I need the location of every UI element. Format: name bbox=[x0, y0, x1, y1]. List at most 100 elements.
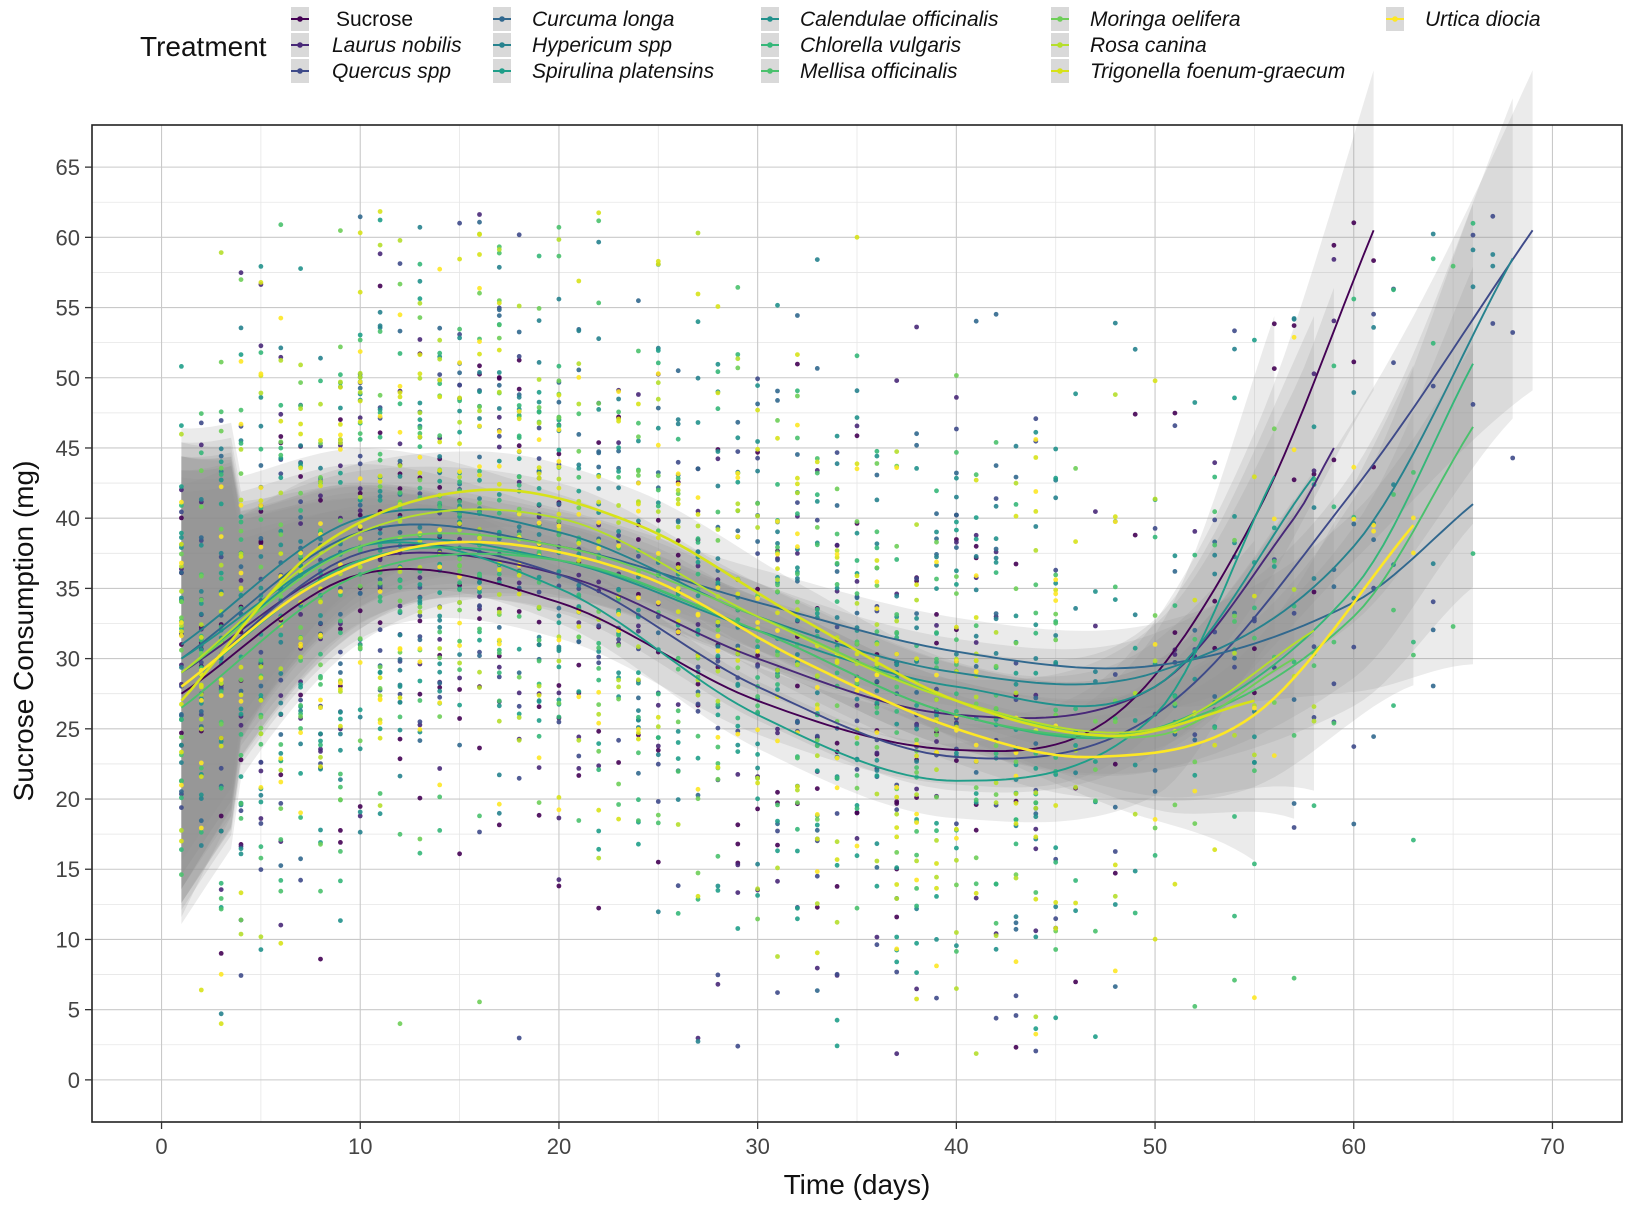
data-point bbox=[516, 670, 522, 676]
data-point bbox=[854, 718, 860, 724]
data-point bbox=[993, 463, 999, 468]
data-point bbox=[1053, 446, 1059, 452]
data-point bbox=[477, 813, 482, 819]
data-point bbox=[437, 688, 443, 694]
data-point bbox=[1093, 509, 1098, 514]
data-point bbox=[1013, 681, 1019, 687]
data-point bbox=[357, 289, 363, 295]
data-point bbox=[675, 565, 681, 570]
data-point bbox=[516, 711, 522, 717]
data-point bbox=[318, 497, 323, 503]
data-point bbox=[675, 629, 681, 635]
data-point bbox=[318, 465, 323, 471]
data-point bbox=[556, 523, 562, 529]
data-point bbox=[1232, 814, 1237, 819]
data-point bbox=[258, 792, 264, 798]
data-point bbox=[655, 503, 661, 509]
data-point bbox=[357, 829, 363, 835]
data-point bbox=[1093, 669, 1098, 675]
data-point bbox=[715, 361, 721, 367]
data-point bbox=[1411, 550, 1416, 556]
data-point bbox=[258, 544, 264, 550]
data-point bbox=[1331, 720, 1337, 726]
data-point bbox=[298, 362, 303, 368]
data-point bbox=[258, 423, 264, 429]
data-point bbox=[1152, 936, 1158, 942]
data-point bbox=[198, 597, 204, 603]
data-point bbox=[1212, 460, 1218, 466]
data-point bbox=[218, 501, 224, 507]
data-point bbox=[814, 753, 820, 759]
data-point bbox=[258, 714, 264, 720]
data-point bbox=[198, 825, 204, 831]
data-point bbox=[1013, 759, 1019, 765]
confidence-ribbon bbox=[181, 344, 1473, 875]
data-point bbox=[1331, 584, 1337, 590]
data-point bbox=[556, 613, 562, 619]
data-point bbox=[715, 369, 721, 375]
data-point bbox=[894, 850, 900, 855]
data-point bbox=[1351, 220, 1357, 226]
data-point bbox=[834, 1043, 840, 1049]
data-point bbox=[934, 820, 939, 826]
data-point bbox=[775, 519, 780, 524]
data-point bbox=[318, 742, 323, 748]
data-point bbox=[437, 828, 443, 833]
data-point bbox=[496, 429, 502, 435]
data-point bbox=[1212, 694, 1218, 699]
data-point bbox=[993, 546, 999, 552]
data-point bbox=[516, 416, 522, 422]
smooth-line bbox=[180, 524, 1415, 759]
data-point bbox=[397, 281, 403, 287]
data-point bbox=[218, 765, 224, 771]
data-point bbox=[954, 475, 959, 481]
data-point bbox=[814, 733, 820, 739]
data-point bbox=[338, 432, 343, 438]
data-point bbox=[596, 499, 602, 505]
data-point bbox=[775, 738, 780, 744]
data-point bbox=[795, 719, 800, 725]
data-point bbox=[357, 512, 363, 518]
data-point bbox=[238, 846, 244, 852]
data-point bbox=[1291, 316, 1297, 321]
data-point bbox=[1271, 753, 1277, 758]
confidence-ribbon bbox=[181, 452, 1314, 889]
data-point bbox=[496, 307, 502, 313]
data-point bbox=[218, 735, 224, 741]
data-point bbox=[954, 691, 959, 697]
data-point bbox=[457, 587, 462, 593]
data-point bbox=[536, 692, 542, 698]
data-point bbox=[1053, 660, 1059, 665]
data-point bbox=[457, 441, 462, 447]
data-point bbox=[516, 511, 522, 517]
data-point bbox=[636, 818, 641, 823]
data-point bbox=[854, 853, 860, 859]
x-axis-title: Time (days) bbox=[784, 1169, 931, 1200]
data-point bbox=[437, 613, 443, 619]
data-point bbox=[556, 532, 562, 538]
data-point bbox=[218, 428, 224, 434]
data-point bbox=[695, 708, 701, 714]
data-point bbox=[1450, 624, 1456, 629]
data-point bbox=[338, 771, 343, 777]
data-point bbox=[516, 403, 522, 408]
data-point bbox=[556, 569, 562, 574]
data-point bbox=[556, 714, 562, 720]
data-point bbox=[775, 878, 780, 884]
data-point bbox=[755, 765, 760, 771]
data-point bbox=[1073, 706, 1078, 712]
data-point bbox=[477, 351, 482, 357]
data-point bbox=[179, 535, 184, 540]
data-point bbox=[755, 638, 760, 644]
data-point bbox=[1073, 770, 1078, 776]
data-point bbox=[934, 559, 939, 565]
data-point bbox=[854, 735, 860, 741]
data-point bbox=[914, 820, 919, 825]
data-point bbox=[596, 464, 602, 470]
data-point bbox=[914, 858, 919, 864]
data-point bbox=[755, 644, 760, 650]
data-point bbox=[278, 439, 284, 445]
data-point bbox=[437, 485, 443, 490]
data-point bbox=[636, 644, 641, 650]
data-point bbox=[616, 642, 621, 648]
